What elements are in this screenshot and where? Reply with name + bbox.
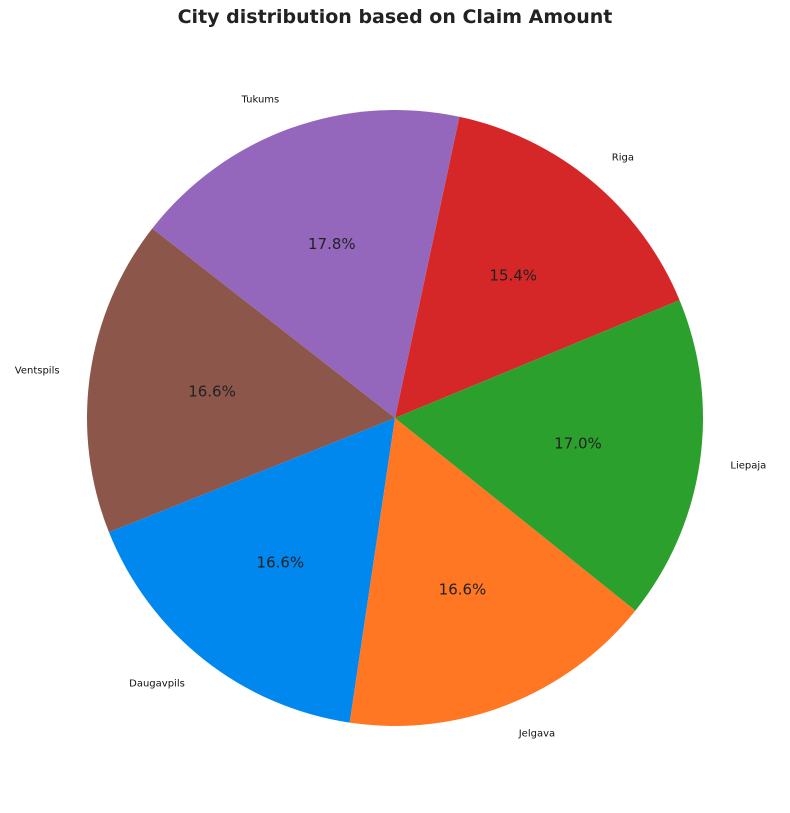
pie-percent-label: 17.0% [554,435,602,453]
pie-percent-label: 15.4% [489,266,537,284]
pie-category-label: Liepaja [730,461,766,472]
pie-percent-label: 17.8% [308,235,356,253]
pie-percent-label: 16.6% [188,382,236,400]
pie-percent-label: 16.6% [439,581,487,599]
pie-slice-ventspils [87,228,395,533]
pie-category-label: Daugavpils [129,679,185,690]
pie-slice-jelgava [349,418,636,726]
pie-category-label: Tukums [241,95,280,106]
pie-percent-label: 16.6% [257,553,305,571]
pie-category-label: Ventspils [15,365,60,376]
pie-slice-liepaja [395,300,703,611]
pie-category-label: Jelgava [518,728,555,739]
chart-title: City distribution based on Claim Amount [177,6,613,28]
pie-slice-riga [395,116,680,418]
pie-category-label: Riga [612,153,634,164]
pie-slice-daugavpils [108,418,396,723]
pie-slice-tukums [152,110,460,418]
